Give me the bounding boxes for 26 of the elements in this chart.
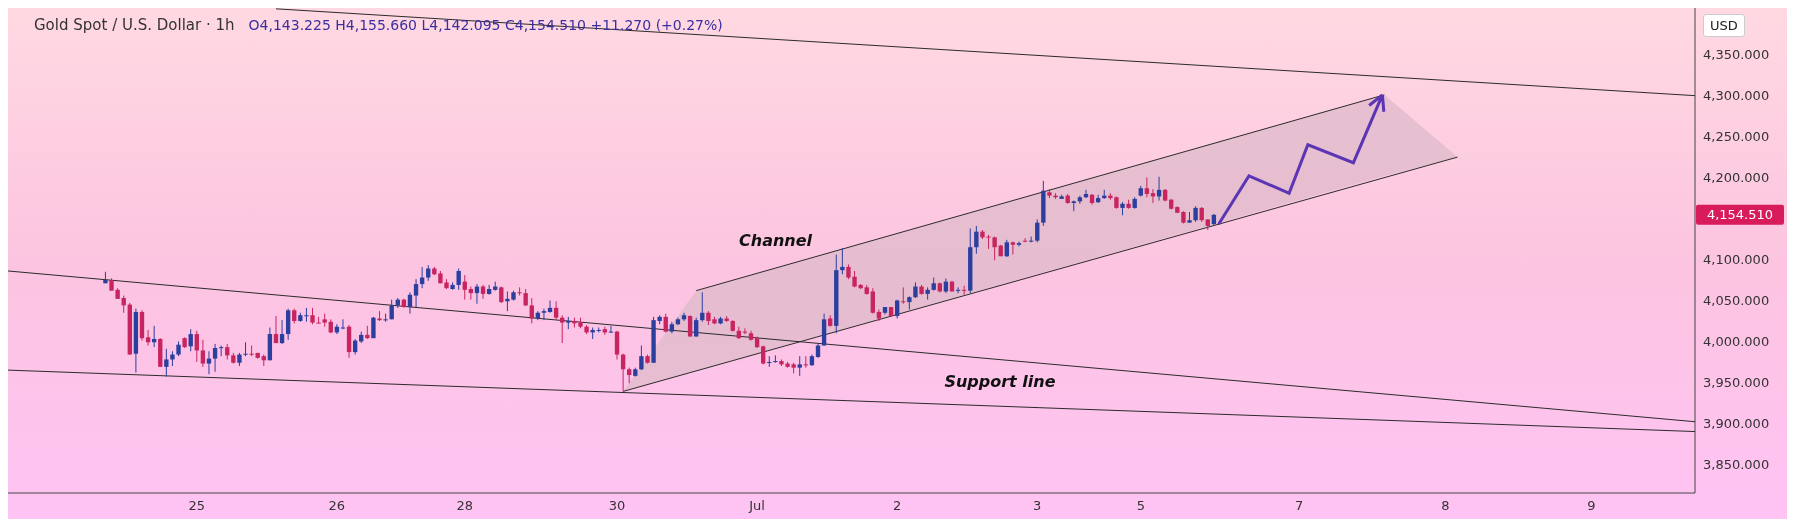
y-tick-label: 4,200.000 (1703, 170, 1770, 186)
annotation: Channel (739, 231, 813, 251)
y-tick-label: 4,300.000 (1703, 88, 1770, 104)
x-tick-label: 28 (456, 498, 474, 514)
annotation: Support line (944, 371, 1056, 391)
x-tick-label: 3 (1033, 498, 1042, 514)
x-tick-label: 30 (608, 498, 626, 514)
y-tick-label: 4,050.000 (1703, 293, 1770, 309)
x-tick-label: 2 (893, 498, 902, 514)
y-tick-label: 3,900.000 (1703, 415, 1770, 431)
text: Gold Spot / U.S. Dollar · 1h (34, 16, 235, 34)
y-tick-label: 4,350.000 (1703, 47, 1770, 63)
x-tick-label: 8 (1441, 498, 1450, 514)
y-axis-title: USD (1703, 14, 1745, 37)
x-tick-label: 5 (1136, 498, 1145, 514)
x-tick-label: 7 (1294, 498, 1304, 514)
y-tick-label: 4,100.000 (1703, 252, 1770, 268)
x-tick-label: 9 (1587, 498, 1596, 514)
x-tick-label: Jul (748, 498, 765, 514)
x-tick-label: 26 (328, 498, 346, 514)
y-tick-label: 3,850.000 (1703, 456, 1770, 472)
y-tick-label: 4,250.000 (1703, 129, 1770, 145)
y-tick-label: 4,000.000 (1703, 334, 1770, 350)
x-tick-label: 25 (188, 498, 206, 514)
text: 4,154.510 (1706, 207, 1774, 223)
y-tick-label: 3,950.000 (1703, 375, 1770, 391)
